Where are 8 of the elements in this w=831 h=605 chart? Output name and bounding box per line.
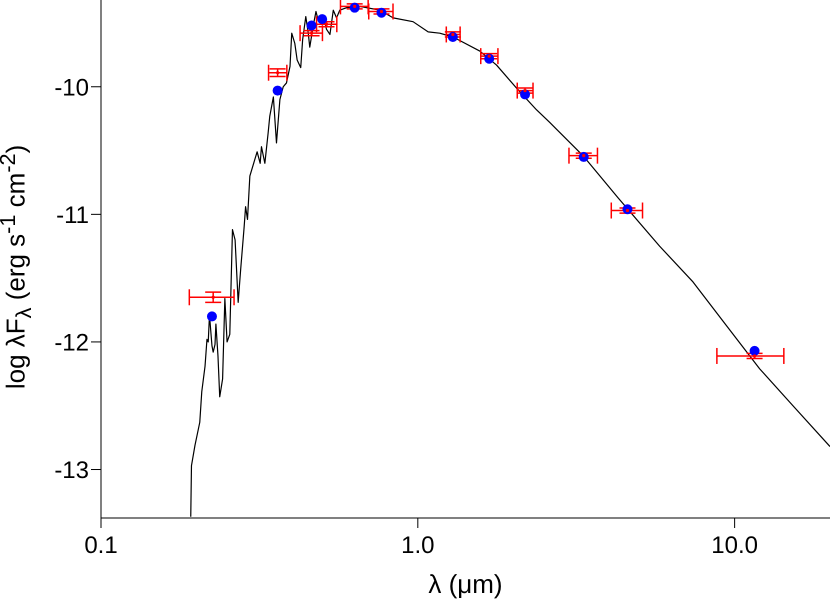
x-tick-label: 1.0 [401, 532, 434, 560]
y-tick-label: -13 [54, 457, 89, 484]
x-axis-title: λ (μm) [427, 569, 504, 600]
y-tick-label: -11 [56, 202, 89, 229]
y-tick-label: -12 [54, 329, 89, 356]
x-tick-label: 0.1 [84, 532, 118, 560]
x-tick-label: 10.0 [711, 532, 758, 560]
y-tick-label: -10 [54, 74, 89, 102]
